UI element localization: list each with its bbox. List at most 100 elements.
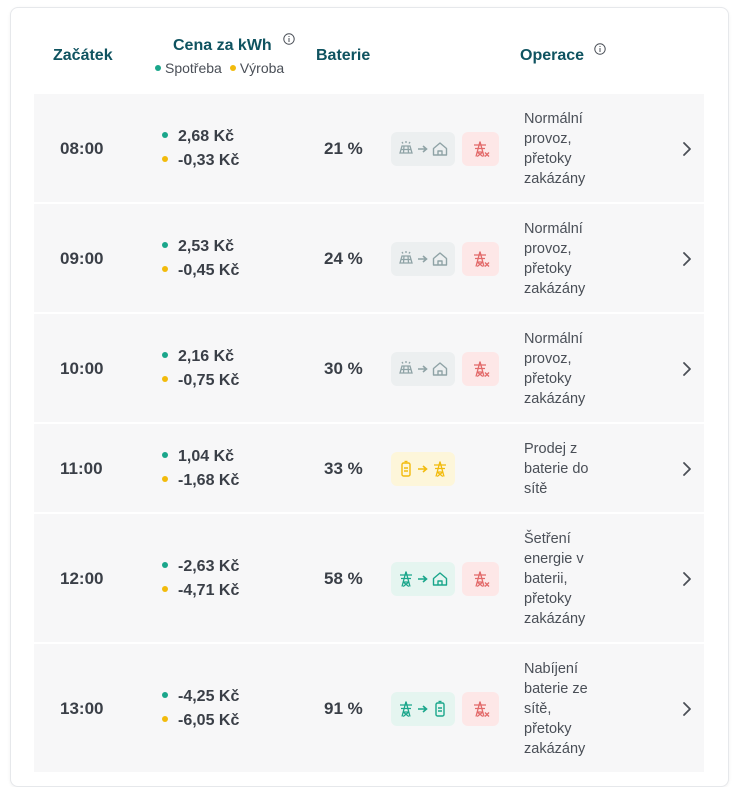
energy-flow-badge: [391, 692, 455, 726]
schedule-row[interactable]: 13:00 -4,25 Kč -6,05 Kč 91 % Nabíjení bat…: [34, 644, 704, 774]
schedule-row[interactable]: 11:00 1,04 Kč -1,68 Kč 33 % Prodej z bate…: [34, 424, 704, 514]
row-prices: 2,53 Kč -0,45 Kč: [162, 235, 239, 283]
battery-level: 24 %: [324, 249, 363, 268]
consumption-dot-icon: [162, 132, 168, 139]
chevron-right-icon[interactable]: [682, 461, 692, 482]
operation-line: Prodej z: [524, 441, 578, 457]
schedule-card: Začátek Cena za kWh Spotřeba Výroba Bater…: [10, 7, 729, 787]
arrow-right-icon: [417, 364, 429, 374]
operation-line: sítě: [524, 481, 548, 497]
schedule-row[interactable]: 10:00 2,16 Kč -0,75 Kč 30 % Normální prov…: [34, 314, 704, 424]
operation-line: provoz,: [524, 241, 572, 257]
operation-line: sítě,: [524, 701, 552, 717]
row-prices: -4,25 Kč -6,05 Kč: [162, 685, 239, 733]
operation-line: provoz,: [524, 131, 572, 147]
operation-info-icon[interactable]: [594, 42, 606, 60]
chevron-right-icon[interactable]: [682, 141, 692, 162]
solar-icon: [397, 360, 415, 378]
production-price: -0,45 Kč: [178, 262, 240, 279]
consumption-dot-icon: [162, 352, 168, 359]
production-dot-icon: [229, 64, 236, 71]
tower-icon: [431, 460, 449, 478]
production-dot-icon: [162, 156, 168, 163]
operation-line: Nabíjení: [524, 661, 579, 677]
chevron-right-icon[interactable]: [682, 251, 692, 272]
table-header: Začátek Cena za kWh Spotřeba Výroba Bater…: [11, 8, 728, 94]
operation-description: Prodej z baterie do sítě: [524, 439, 614, 499]
production-dot-icon: [162, 716, 168, 723]
production-price: -1,68 Kč: [178, 472, 240, 489]
operation-description: Normální provoz, přetoky zakázány: [524, 219, 614, 299]
battery-column-header: Baterie: [316, 47, 371, 64]
battery-level: 91 %: [324, 699, 363, 718]
schedule-row[interactable]: 09:00 2,53 Kč -0,45 Kč 24 % Normální prov…: [34, 204, 704, 314]
operation-line: baterie do: [524, 461, 589, 477]
row-time: 10:00: [60, 359, 104, 378]
production-price: -0,75 Kč: [178, 372, 240, 389]
operation-line: Šetření: [524, 531, 571, 547]
grid-export-blocked-icon: [462, 562, 499, 596]
battery-icon: [397, 460, 415, 478]
operation-line: energie v: [524, 551, 584, 567]
schedule-rows: 08:00 2,68 Kč -0,33 Kč 21 % Normální prov…: [34, 94, 704, 774]
consumption-price: 2,53 Kč: [178, 238, 235, 255]
operation-line: Normální: [524, 331, 583, 347]
operation-description: Nabíjení baterie ze sítě, přetoky zakázány: [524, 659, 614, 759]
operation-line: přetoky: [524, 591, 572, 607]
operation-description: Šetření energie v baterii, přetoky zakázány: [524, 529, 614, 629]
solar-icon: [397, 250, 415, 268]
price-info-icon[interactable]: [283, 32, 295, 50]
energy-flow-badge: [391, 132, 455, 166]
energy-flow-badge: [391, 452, 455, 486]
legend-consumption: Spotřeba: [165, 60, 222, 76]
consumption-price: 1,04 Kč: [178, 448, 235, 465]
production-dot-icon: [162, 586, 168, 593]
chevron-right-icon[interactable]: [682, 361, 692, 382]
tower-icon: [397, 570, 415, 588]
row-time: 12:00: [60, 569, 104, 588]
operation-description: Normální provoz, přetoky zakázány: [524, 329, 614, 409]
consumption-dot-icon: [155, 64, 161, 71]
production-price: -0,33 Kč: [178, 152, 240, 169]
battery-level: 33 %: [324, 459, 363, 478]
arrow-right-icon: [417, 574, 429, 584]
schedule-row[interactable]: 12:00 -2,63 Kč -4,71 Kč 58 % Šetření ener…: [34, 514, 704, 644]
operation-line: Normální: [524, 111, 583, 127]
solar-icon: [397, 140, 415, 158]
schedule-row[interactable]: 08:00 2,68 Kč -0,33 Kč 21 % Normální prov…: [34, 94, 704, 204]
consumption-price: -2,63 Kč: [178, 558, 240, 575]
operation-description: Normální provoz, přetoky zakázány: [524, 109, 614, 189]
price-column-header: Cena za kWh: [173, 37, 272, 54]
start-column-header: Začátek: [53, 47, 113, 64]
operation-line: zakázány: [524, 611, 586, 627]
arrow-right-icon: [417, 464, 429, 474]
row-prices: 2,68 Kč -0,33 Kč: [162, 125, 239, 173]
consumption-dot-icon: [162, 242, 168, 249]
home-icon: [431, 250, 449, 268]
grid-export-blocked-icon: [462, 352, 499, 386]
consumption-dot-icon: [162, 692, 168, 699]
energy-flow-badge: [391, 242, 455, 276]
consumption-dot-icon: [162, 562, 168, 569]
operation-line: zakázány: [524, 391, 586, 407]
operation-line: přetoky: [524, 721, 572, 737]
row-time: 08:00: [60, 139, 104, 158]
operation-line: baterii,: [524, 571, 568, 587]
battery-level: 58 %: [324, 569, 363, 588]
operation-line: přetoky: [524, 151, 572, 167]
consumption-dot-icon: [162, 452, 168, 459]
production-dot-icon: [162, 476, 168, 483]
grid-export-blocked-icon: [462, 242, 499, 276]
home-icon: [431, 570, 449, 588]
legend-production: Výroba: [239, 60, 285, 76]
consumption-price: -4,25 Kč: [178, 688, 240, 705]
grid-export-blocked-icon: [462, 692, 499, 726]
row-time: 11:00: [60, 459, 103, 478]
consumption-price: 2,16 Kč: [178, 348, 235, 365]
production-dot-icon: [162, 266, 168, 273]
operation-line: přetoky: [524, 261, 572, 277]
operation-line: zakázány: [524, 171, 586, 187]
chevron-right-icon[interactable]: [682, 701, 692, 722]
grid-export-blocked-icon: [462, 132, 499, 166]
chevron-right-icon[interactable]: [682, 571, 692, 592]
